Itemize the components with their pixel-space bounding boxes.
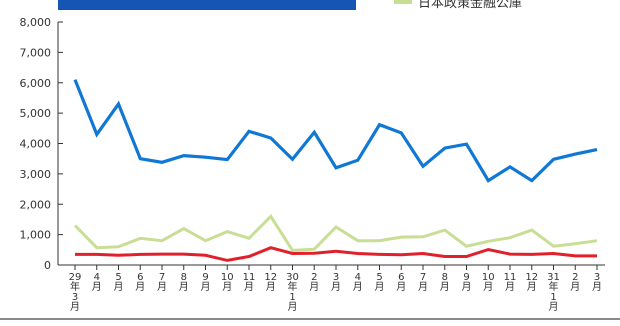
bottom-divider <box>0 318 620 320</box>
y-tick-label: 6,000 <box>20 77 52 90</box>
x-tick-label: 30 年 1 月 <box>286 272 299 313</box>
series-line-1 <box>73 79 598 183</box>
series-line-2 <box>73 214 598 252</box>
x-tick-label: 11 月 <box>504 272 517 293</box>
y-tick-label: 7,000 <box>20 46 52 59</box>
y-tick-label: 5,000 <box>20 107 52 120</box>
legend-swatch <box>394 0 412 4</box>
x-tick-label: 29 年 3 月 <box>69 272 82 313</box>
legend-label: 日本政策金融公庫 <box>418 0 523 11</box>
y-tick-label: 4,000 <box>20 138 52 151</box>
x-tick-label: 31 年 1 月 <box>547 272 560 313</box>
x-tick-label: 10 月 <box>221 272 234 293</box>
y-tick-label: 8,000 <box>20 16 52 29</box>
x-tick-label: 12 月 <box>525 272 538 293</box>
series-line-3 <box>75 246 597 262</box>
y-tick-label: 0 <box>44 259 51 272</box>
y-tick-label: 2,000 <box>20 198 52 211</box>
x-tick-label: 10 月 <box>482 272 495 293</box>
legend: 日本政策金融公庫 <box>394 0 523 11</box>
y-tick-label: 1,000 <box>20 229 52 242</box>
y-tick-label: 3,000 <box>20 168 52 181</box>
x-tick-label: 11 月 <box>243 272 256 293</box>
x-tick-label: 12 月 <box>264 272 277 293</box>
header-bar <box>58 0 356 10</box>
